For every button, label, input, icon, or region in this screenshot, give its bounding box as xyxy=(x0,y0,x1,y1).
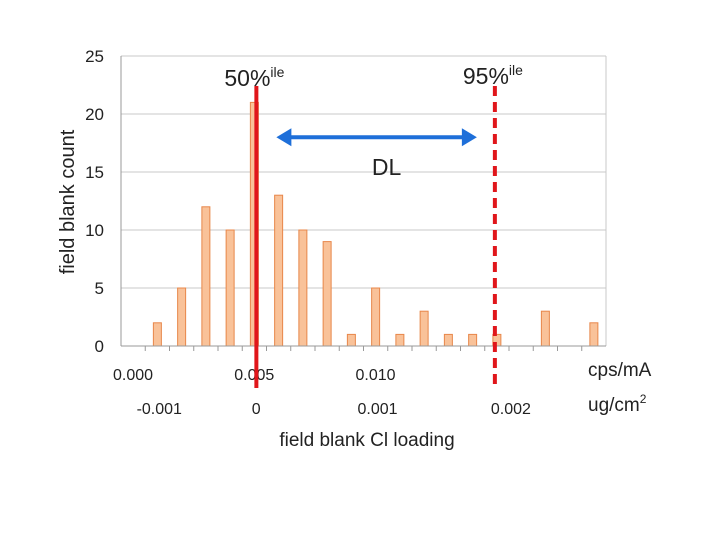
p50-label-main: 50% xyxy=(224,65,270,91)
x-tick-label-ug: 0.001 xyxy=(357,401,397,418)
bar xyxy=(274,194,284,347)
dl-arrow-head-left xyxy=(276,128,292,147)
bar xyxy=(371,287,381,347)
p95-label: 95%ile xyxy=(463,62,523,89)
x-tick-label-ug: -0.001 xyxy=(137,401,182,418)
dl-arrow-head-right xyxy=(461,128,477,147)
p95-label-sup: ile xyxy=(509,62,523,78)
p50-label: 50%ile xyxy=(224,64,284,91)
p95-label-main: 95% xyxy=(463,63,509,89)
x-axis-label: field blank Cl loading xyxy=(279,430,454,451)
x-tick-label-cps: 0.010 xyxy=(355,367,395,384)
y-tick-label: 15 xyxy=(85,163,104,182)
y-tick-label: 5 xyxy=(95,279,104,298)
x-tick-label-cps: 0.000 xyxy=(113,367,153,384)
bar xyxy=(322,241,332,347)
bar xyxy=(201,206,211,347)
y-tick-label: 20 xyxy=(85,105,104,124)
bar xyxy=(395,333,405,347)
x-unit-ug-sup: 2 xyxy=(640,392,647,406)
x-tick-label-cps: 0.005 xyxy=(234,367,274,384)
x-tick-label-ug: 0.002 xyxy=(491,401,531,418)
bar xyxy=(443,333,453,347)
y-tick-label: 0 xyxy=(95,337,104,356)
x-tick-label-ug: 0 xyxy=(252,401,261,418)
x-unit-cps: cps/mA xyxy=(588,360,652,381)
bar xyxy=(540,310,550,347)
p50-label-sup: ile xyxy=(270,64,284,80)
bar xyxy=(152,322,162,347)
y-tick-label: 10 xyxy=(85,221,104,240)
bar xyxy=(298,229,308,347)
axes xyxy=(120,56,606,351)
x-unit-ug-base: ug/cm xyxy=(588,395,640,416)
gridlines xyxy=(121,55,607,347)
y-axis-label: field blank count xyxy=(57,129,79,274)
bar xyxy=(468,333,478,347)
bar xyxy=(589,322,599,347)
y-tick-label: 25 xyxy=(85,47,104,66)
x-tick-labels-ug: -0.001 0 0.001 0.002 xyxy=(137,401,531,418)
bar xyxy=(346,333,356,347)
x-unit-ug: ug/cm2 xyxy=(588,392,647,416)
bar xyxy=(177,287,187,347)
dl-label: DL xyxy=(372,154,402,180)
y-tick-labels: 0 5 10 15 20 25 xyxy=(85,47,104,356)
x-tick-labels-cps: 0.000 0.005 0.010 xyxy=(113,367,396,384)
bar xyxy=(419,310,429,347)
bar xyxy=(225,229,235,347)
